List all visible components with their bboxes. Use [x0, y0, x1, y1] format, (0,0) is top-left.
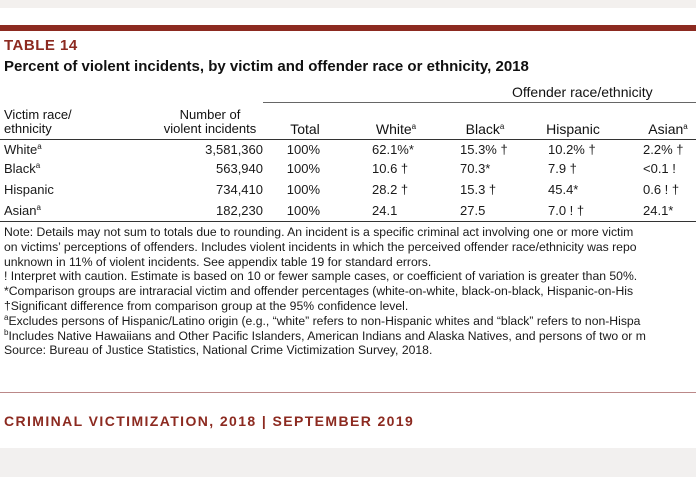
- offender-group-header: Offender race/ethnicity: [512, 84, 653, 100]
- cell-race-sup: a: [36, 203, 41, 212]
- page-footer: CRIMINAL VICTIMIZATION, 2018 | SEPTEMBER…: [4, 413, 415, 429]
- cell-black: 70.3*: [460, 161, 491, 176]
- col-header-hispanic: Hispanic: [546, 121, 600, 137]
- note-significant: †Significant difference from comparison …: [4, 298, 409, 313]
- cell-black: 15.3 †: [460, 182, 497, 197]
- col-header-white: Whitea: [356, 122, 436, 136]
- note-line-1: Note: Details may not sum to totals due …: [4, 225, 634, 239]
- cell-white: 62.1%*: [372, 142, 414, 157]
- table-row: Blacka 563,940 100% 10.6 † 70.3* 7.9 † <…: [0, 161, 696, 176]
- cell-race-text: Asian: [4, 203, 37, 218]
- cell-hispanic: 7.0 ! †: [548, 203, 585, 218]
- cell-race-text: Black: [4, 161, 36, 176]
- cell-race: Asiana: [4, 203, 41, 218]
- col-header-asian-sup: a: [683, 122, 688, 131]
- cell-white: 28.2 †: [372, 182, 409, 197]
- footer-rule: [0, 392, 696, 393]
- col-header-white-sup: a: [411, 122, 417, 131]
- cell-race-sup: a: [37, 142, 42, 151]
- cell-black: 15.3% †: [460, 142, 508, 157]
- col-header-black-sup: a: [499, 122, 505, 131]
- cell-asian: 24.1*: [643, 203, 674, 218]
- top-background-band: [0, 0, 696, 8]
- table-row: Asiana 182,230 100% 24.1 27.5 7.0 ! † 24…: [0, 203, 696, 218]
- header-rule: [0, 139, 696, 140]
- table-title: Percent of violent incidents, by victim …: [4, 58, 529, 75]
- cell-race: Whitea: [4, 142, 42, 157]
- cell-number: 734,410: [216, 182, 263, 197]
- table-bottom-rule: [0, 221, 696, 222]
- cell-asian: <0.1 !: [643, 161, 676, 176]
- col-header-victim-line2: ethnicity: [4, 121, 52, 136]
- cell-total: 100%: [286, 142, 320, 157]
- cell-white: 10.6 †: [372, 161, 409, 176]
- table-row: Whitea 3,581,360 100% 62.1%* 15.3% † 10.…: [0, 142, 696, 157]
- table-notes: Note: Details may not sum to totals due …: [4, 225, 696, 358]
- bottom-background-band: [0, 448, 696, 477]
- note-line-3: unknown in 11% of violent incidents. See…: [4, 254, 432, 269]
- col-header-asian: Asiana: [628, 122, 696, 136]
- col-header-white-text: White: [375, 121, 412, 137]
- footnote-a-text: Excludes persons of Hispanic/Latino orig…: [8, 313, 641, 328]
- cell-black: 27.5: [460, 203, 486, 218]
- footnote-a-marker: a: [4, 312, 9, 322]
- table-row: Hispanic 734,410 100% 28.2 † 15.3 † 45.4…: [0, 182, 696, 197]
- col-header-black-text: Black: [465, 121, 500, 137]
- cell-number: 182,230: [216, 203, 263, 218]
- cell-number: 3,581,360: [205, 142, 263, 157]
- note-line-2: on victims’ perceptions of offenders. In…: [4, 239, 637, 254]
- note-source: Source: Bureau of Justice Statistics, Na…: [4, 343, 433, 358]
- cell-hispanic: 10.2% †: [548, 142, 596, 157]
- header-color-rule: [0, 25, 696, 31]
- cell-race: Blacka: [4, 161, 40, 176]
- footnote-b-marker: b: [4, 327, 9, 337]
- cell-total: 100%: [286, 203, 320, 218]
- note-caution: ! Interpret with caution. Estimate is ba…: [4, 269, 638, 284]
- col-header-number: Number of violent incidents: [158, 108, 262, 136]
- col-header-total: Total: [290, 121, 320, 137]
- footnote-b-text: Includes Native Hawaiians and Other Paci…: [8, 328, 646, 343]
- cell-hispanic: 45.4*: [548, 182, 579, 197]
- offender-group-rule: [263, 102, 696, 103]
- cell-total: 100%: [286, 161, 320, 176]
- col-header-number-line2: violent incidents: [163, 121, 257, 136]
- table-label: TABLE 14: [4, 37, 78, 54]
- cell-race-text: Hispanic: [4, 182, 54, 197]
- cell-total: 100%: [286, 182, 320, 197]
- note-comparison: *Comparison groups are intraracial victi…: [4, 284, 634, 299]
- cell-asian: 0.6 ! †: [643, 182, 680, 197]
- col-header-asian-text: Asian: [648, 121, 684, 137]
- note-footnote-b: bIncludes Native Hawaiians and Other Pac…: [4, 327, 696, 344]
- col-header-black: Blacka: [445, 122, 525, 136]
- col-header-victim-line1: Victim race/: [4, 107, 72, 122]
- col-header-number-line1: Number of: [179, 107, 241, 122]
- cell-hispanic: 7.9 †: [548, 161, 577, 176]
- note-footnote-a: aExcludes persons of Hispanic/Latino ori…: [4, 312, 696, 329]
- cell-race: Hispanic: [4, 182, 54, 197]
- cell-race-sup: a: [35, 161, 41, 170]
- cell-white: 24.1: [372, 203, 398, 218]
- cell-asian: 2.2% †: [643, 142, 684, 157]
- cell-number: 563,940: [216, 161, 263, 176]
- cell-race-text: White: [4, 142, 38, 157]
- col-header-victim: Victim race/ ethnicity: [4, 108, 72, 136]
